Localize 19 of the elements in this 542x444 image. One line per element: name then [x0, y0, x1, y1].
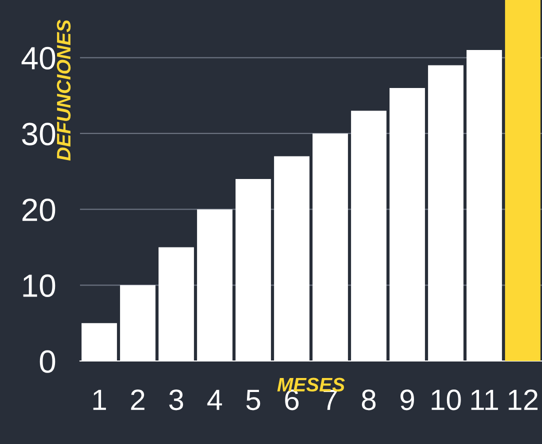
- x-tick-label: 4: [207, 390, 222, 410]
- x-axis-title: MESES: [277, 378, 345, 392]
- y-tick-label: 30: [22, 122, 56, 146]
- y-tick-label: 10: [23, 274, 56, 298]
- bar: [505, 0, 540, 361]
- x-tick-label: 3: [169, 390, 184, 410]
- x-tick-label: 12: [508, 390, 538, 410]
- x-tick-label: 10: [432, 390, 461, 410]
- y-tick-label: 0: [40, 350, 56, 373]
- x-tick-label: 11: [471, 390, 498, 410]
- x-tick-label: 1: [93, 390, 106, 410]
- x-tick-label: 5: [246, 390, 260, 410]
- y-tick-label: 20: [22, 198, 56, 222]
- x-tick-label: 2: [131, 390, 144, 410]
- x-tick-label: 8: [362, 390, 376, 410]
- y-tick-label: 40: [22, 46, 56, 70]
- y-axis-title: DEFUNCIONES: [56, 20, 71, 161]
- x-tick-label: 6: [285, 390, 299, 410]
- x-tick-label: 9: [400, 390, 414, 410]
